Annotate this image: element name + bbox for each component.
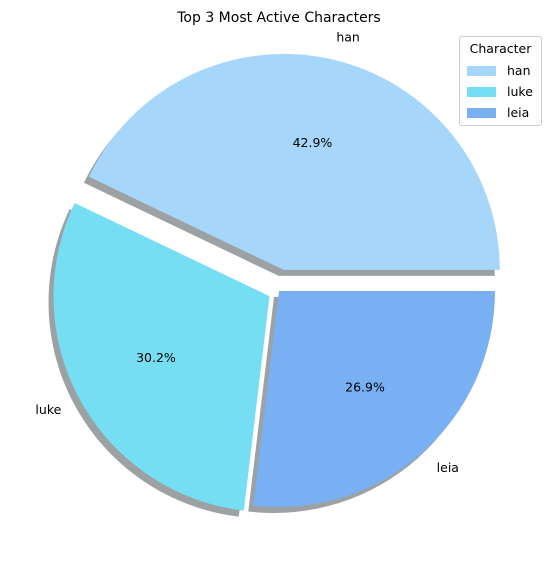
legend-title: Character (469, 41, 532, 56)
slice-labels: han 42.9% luke 30.2% leia 26.9% (35, 30, 459, 476)
slice-label-leia: leia (437, 460, 459, 475)
slice-label-han: han (336, 30, 360, 45)
legend-label-leia: leia (507, 105, 530, 120)
legend-swatch-leia (467, 108, 496, 118)
legend-swatch-han (467, 66, 496, 76)
percent-label-han: 42.9% (293, 135, 333, 150)
chart-title: Top 3 Most Active Characters (176, 10, 380, 26)
slice-label-luke: luke (35, 402, 61, 417)
percent-label-luke: 30.2% (136, 350, 176, 365)
slice-luke (53, 203, 270, 511)
legend-swatch-luke (467, 87, 496, 97)
pie-slices (53, 53, 500, 511)
legend-label-luke: luke (507, 84, 533, 99)
legend: Character han luke leia (459, 36, 542, 126)
percent-label-leia: 26.9% (345, 379, 385, 394)
slice-leia (253, 291, 495, 508)
legend-label-han: han (507, 63, 531, 78)
slice-han (88, 53, 500, 270)
